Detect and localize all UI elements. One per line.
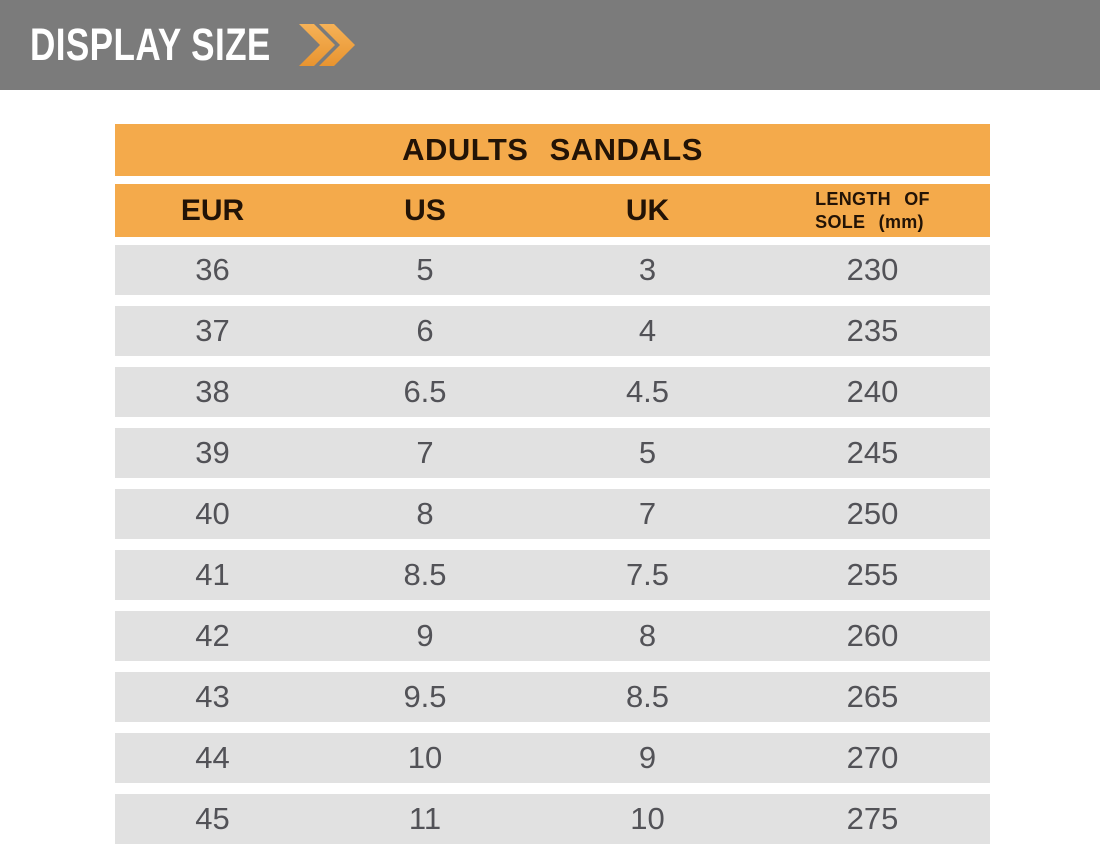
table-row: 38 6.5 4.5 240 (115, 367, 990, 417)
table-row: 41 8.5 7.5 255 (115, 550, 990, 600)
size-cell: 230 (846, 252, 899, 287)
table-body: 36 5 3 230 37 6 4 235 38 6.5 4.5 240 39 7 5 245 40 8 7 250 4… (115, 245, 990, 844)
size-cell: 8.5 (625, 679, 670, 714)
size-cell: 43 (195, 679, 230, 714)
size-cell: 265 (846, 679, 899, 714)
display-size-banner: DISPLAY SIZE (0, 0, 1100, 90)
size-cell: 7 (638, 496, 657, 531)
size-cell: 10 (630, 801, 665, 836)
size-cell: 9 (638, 740, 657, 775)
size-cell: 245 (846, 435, 899, 470)
size-table: ADULTS SANDALS EUR US UK LENGTH OF SOLE … (115, 124, 990, 855)
column-header-length-of-sole: LENGTH OF SOLE (mm) (755, 184, 990, 237)
size-cell: 7 (416, 435, 434, 470)
size-cell: 44 (195, 740, 230, 775)
size-cell: 5 (416, 252, 434, 287)
table-row: 44 10 9 270 (115, 733, 990, 783)
size-cell: 4 (638, 313, 657, 348)
table-header-row: EUR US UK LENGTH OF SOLE (mm) (115, 184, 990, 237)
size-cell: 6 (416, 313, 434, 348)
size-cell: 42 (195, 618, 230, 653)
size-cell: 7.5 (625, 557, 670, 592)
table-row: 42 9 8 260 (115, 611, 990, 661)
table-row: 43 9.5 8.5 265 (115, 672, 990, 722)
size-cell: 8 (416, 496, 434, 531)
table-row: 45 11 10 275 (115, 794, 990, 844)
size-cell: 240 (846, 374, 899, 409)
size-cell: 11 (408, 801, 442, 836)
column-header-eur: EUR (180, 193, 245, 227)
size-cell: 255 (846, 557, 899, 592)
table-row: 39 7 5 245 (115, 428, 990, 478)
size-cell: 45 (195, 801, 230, 836)
column-header-us: US (404, 193, 446, 227)
length-header-line1: LENGTH OF (815, 189, 930, 209)
size-cell: 3 (638, 252, 657, 287)
size-cell: 41 (195, 557, 230, 592)
size-cell: 10 (407, 740, 443, 775)
size-cell: 4.5 (625, 374, 670, 409)
size-cell: 37 (195, 313, 230, 348)
size-cell: 9 (416, 618, 434, 653)
size-cell: 275 (846, 801, 899, 836)
size-cell: 235 (846, 313, 899, 348)
double-chevron-right-icon (298, 24, 355, 66)
size-cell: 5 (638, 435, 657, 470)
banner-title: DISPLAY SIZE (30, 19, 271, 70)
size-cell: 8 (638, 618, 657, 653)
size-cell: 40 (195, 496, 230, 531)
size-cell: 39 (195, 435, 230, 470)
size-cell: 36 (195, 252, 230, 287)
size-cell: 260 (846, 618, 899, 653)
size-cell: 38 (195, 374, 230, 409)
column-header-uk: UK (625, 193, 670, 227)
table-row: 40 8 7 250 (115, 489, 990, 539)
table-row: 36 5 3 230 (115, 245, 990, 295)
size-cell: 6.5 (403, 374, 447, 409)
length-header-line2: SOLE (mm) (815, 211, 924, 232)
table-title: ADULTS SANDALS (115, 124, 990, 176)
size-cell: 8.5 (403, 557, 447, 592)
table-row: 37 6 4 235 (115, 306, 990, 356)
size-cell: 270 (846, 740, 899, 775)
size-cell: 9.5 (403, 679, 447, 714)
size-cell: 250 (846, 496, 899, 531)
